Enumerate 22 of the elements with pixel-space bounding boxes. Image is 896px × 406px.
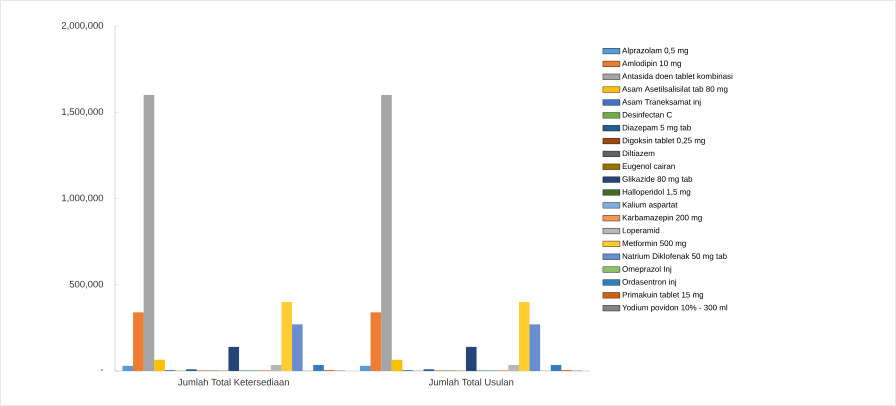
bar [313,364,324,371]
bar [281,302,292,371]
bar [530,324,540,371]
y-tick-label: 2,000,000 [62,22,104,30]
y-tick-label: 500,000 [70,280,104,289]
bar [392,360,402,371]
x-tick-label: Jumlah Total Usulan [428,378,514,386]
bar [508,364,519,371]
y-tick-label: 1,000,000 [62,194,104,202]
bar [466,346,477,371]
bar [292,324,303,371]
bar [370,312,382,371]
bar [154,360,165,371]
bar [550,364,562,371]
bar [518,302,530,371]
bar [133,312,144,371]
bar [122,366,134,371]
y-tick-label: 1,500,000 [62,108,104,116]
bar [228,346,240,371]
x-tick-label: Jumlah Total Ketersediaan [178,378,289,386]
bar [270,364,282,371]
bar [360,366,371,371]
